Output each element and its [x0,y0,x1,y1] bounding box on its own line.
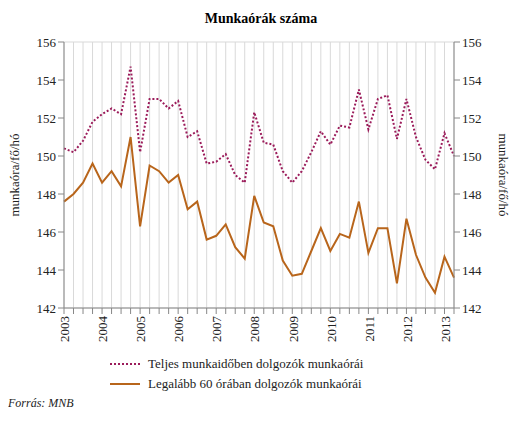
svg-text:2008: 2008 [247,316,262,342]
svg-text:2006: 2006 [171,316,186,343]
svg-text:2012: 2012 [400,316,415,342]
svg-text:148: 148 [37,187,57,202]
svg-text:2004: 2004 [95,316,110,343]
html-text:Legalább 60 órában dolgozók mu: Legalább 60 órában dolgozók munkaórái [148,376,362,391]
svg-text:2011: 2011 [362,316,377,342]
html-text:Munkaórák száma: Munkaórák száma [204,11,318,26]
svg-text:152: 152 [37,111,57,126]
svg-text:144: 144 [37,263,57,278]
html-text:Teljes munkaidőben dolgozók mu: Teljes munkaidőben dolgozók munkaórái [148,356,364,371]
svg-text:154: 154 [37,73,57,88]
svg-text:142: 142 [462,301,482,316]
svg-text:2007: 2007 [209,316,224,343]
svg-text:2010: 2010 [324,316,339,342]
html-text:Forrás: MNB: Forrás: MNB [8,396,74,410]
svg-text:154: 154 [462,73,482,88]
svg-text:146: 146 [462,225,482,240]
svg-text:144: 144 [462,263,482,278]
svg-text:148: 148 [462,187,482,202]
svg-text:142: 142 [37,301,57,316]
svg-text:2009: 2009 [286,316,301,342]
svg-text:2005: 2005 [133,316,148,342]
svg-text:munkaóra/fő/hó: munkaóra/fő/hó [8,133,22,216]
svg-text:156: 156 [37,35,57,50]
svg-text:150: 150 [462,149,482,164]
svg-text:150: 150 [37,149,57,164]
svg-text:2013: 2013 [438,316,453,342]
svg-text:2003: 2003 [57,316,72,342]
svg-text:146: 146 [37,225,57,240]
svg-text:munkaóra/fő/hó: munkaóra/fő/hó [496,133,511,216]
svg-text:152: 152 [462,111,482,126]
svg-text:156: 156 [462,35,482,50]
